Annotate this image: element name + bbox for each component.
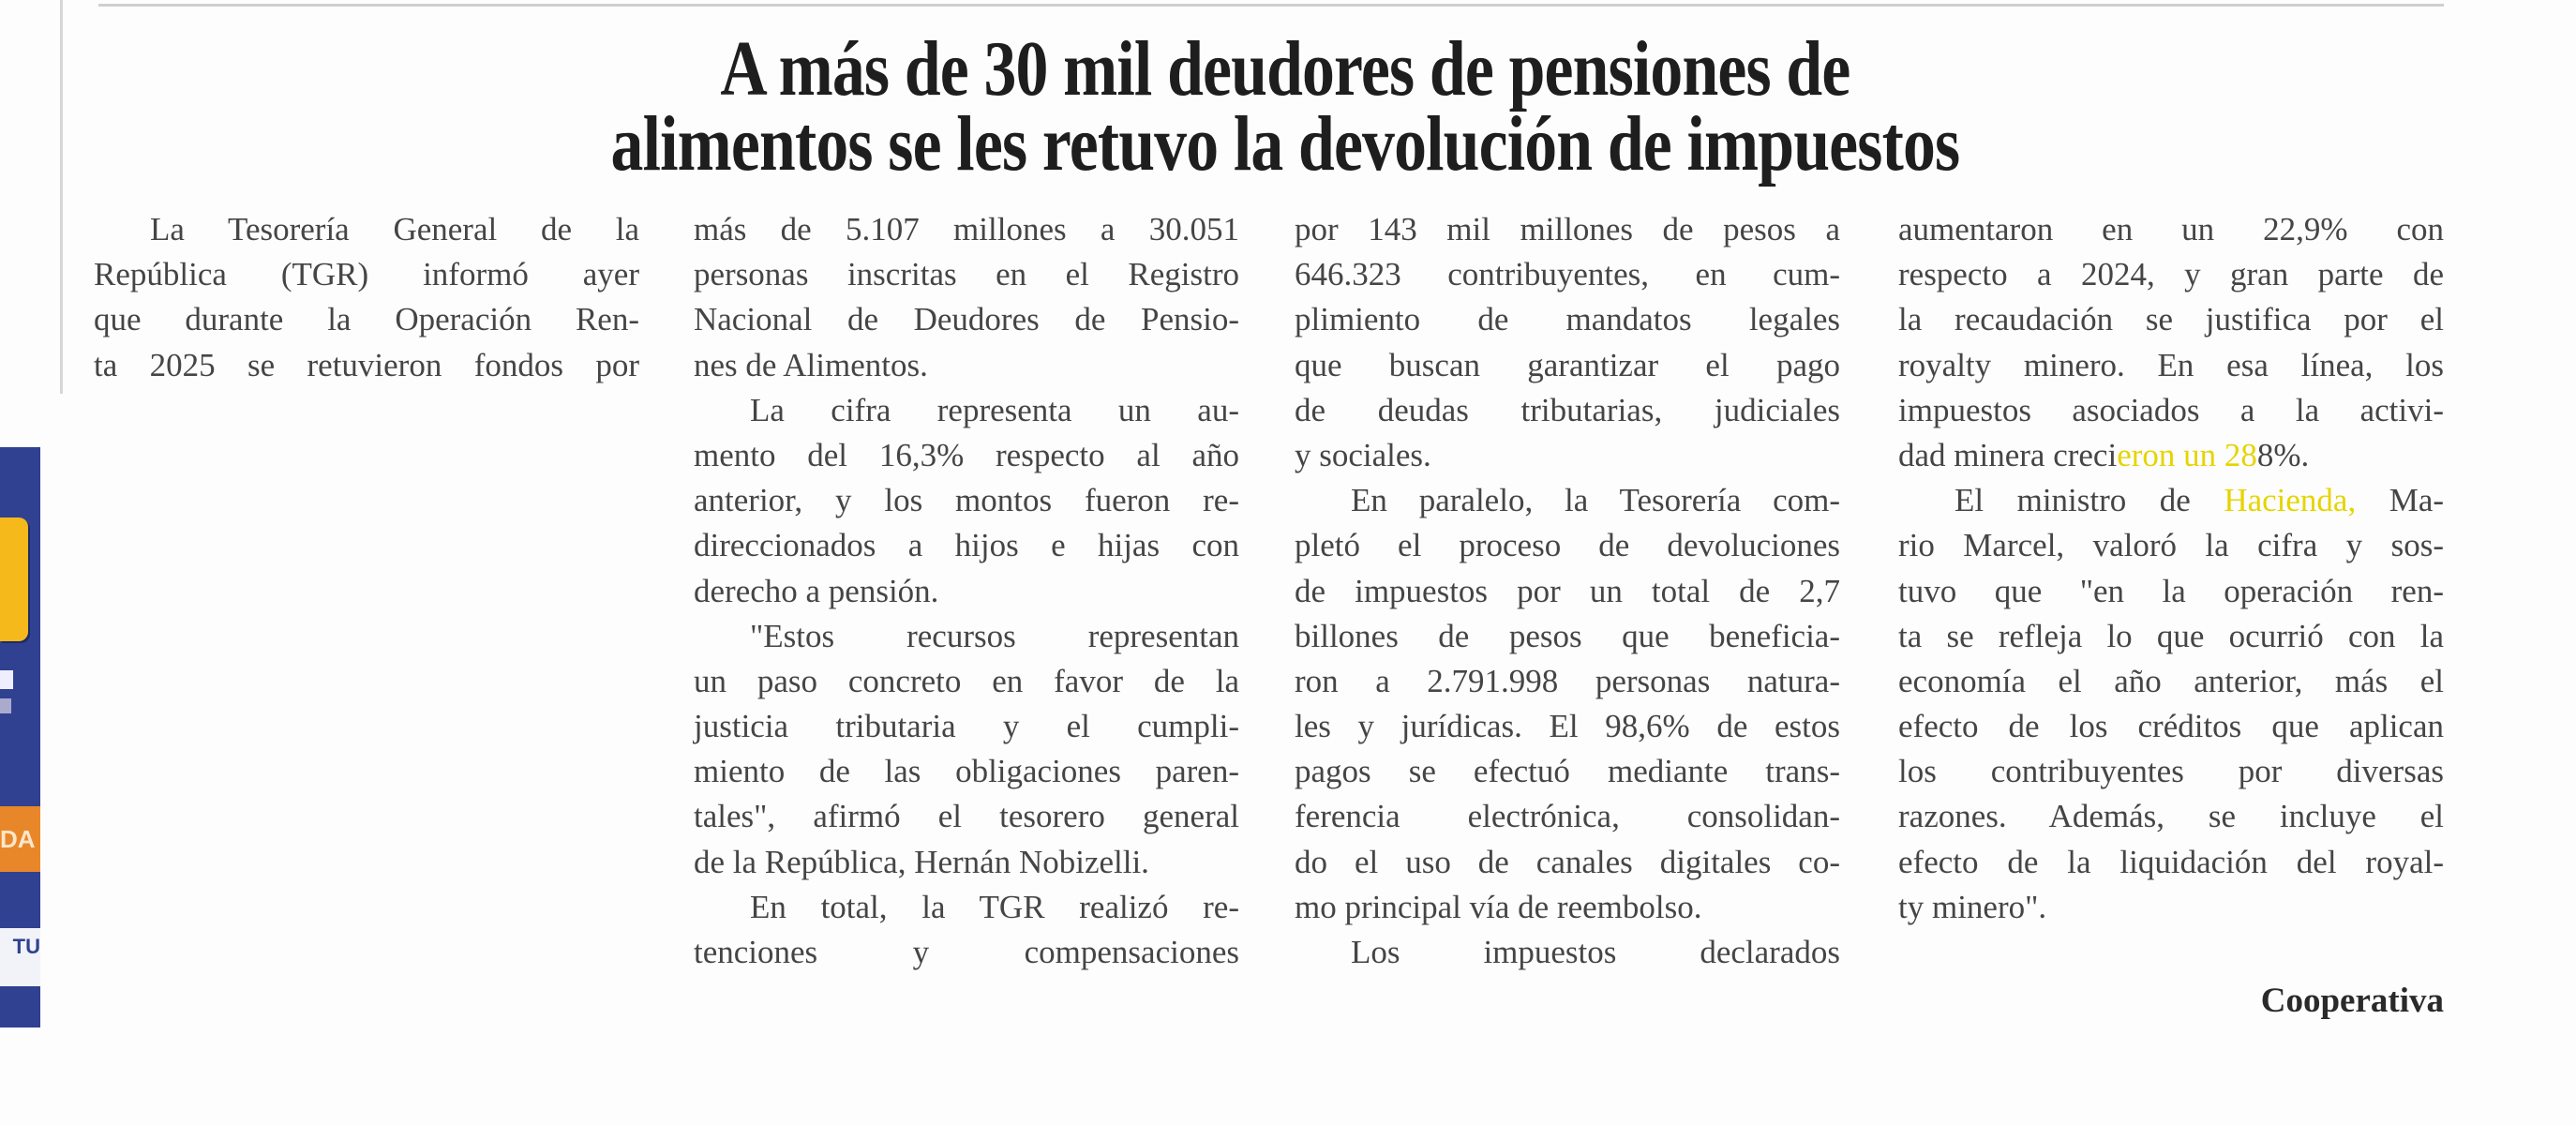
text-line: ferencia electrónica, consolidan- <box>1295 798 1840 835</box>
text-line: ron a 2.791.998 personas natura- <box>1295 662 1840 699</box>
text-line: ty minero". <box>1898 888 2047 925</box>
text-line: justicia tributaria y el cumpli- <box>694 708 1239 745</box>
text-line: efecto de los créditos que aplican <box>1898 708 2444 745</box>
text-line: tenciones y compensaciones <box>694 934 1239 970</box>
text-line: tales", afirmó el tesorero general <box>694 798 1239 835</box>
text-line: derecho a pensión. <box>694 572 939 609</box>
text-line: do el uso de canales digitales co- <box>1295 843 1840 880</box>
text-line: dad minera crecieron un 288%. <box>1898 433 2444 478</box>
headline: A más de 30 mil deudores de pensiones de… <box>0 25 2576 188</box>
column-divider <box>60 0 63 394</box>
text-line: pletó el proceso de devoluciones <box>1295 527 1840 564</box>
highlighted-text: Hacienda, <box>2224 482 2357 519</box>
ad-yellow-badge <box>0 518 28 641</box>
text-line: La Tesorería General de la <box>150 211 639 248</box>
text-line: "Estos recursos representan <box>750 617 1239 654</box>
text-line: direccionados a hijos e hijas con <box>694 527 1239 564</box>
ad-white-strip: TU <box>0 928 40 986</box>
text-line: que buscan garantizar el pago <box>1295 346 1840 383</box>
text-line: nes de Alimentos. <box>694 346 928 383</box>
text-line: Nacional de Deudores de Pensio- <box>694 301 1239 338</box>
article-column-3: por 143 mil millones de pesos a 646.323 c… <box>1295 207 1840 975</box>
text-line: miento de las obligaciones paren- <box>694 753 1239 790</box>
text-line: les y jurídicas. El 98,6% de estos <box>1295 708 1840 745</box>
top-rule <box>98 4 2444 7</box>
advertisement[interactable]: DA TU <box>0 447 40 1028</box>
text-line: ta se refleja lo que ocurrió con la <box>1898 617 2444 654</box>
text-line: rio Marcel, valoró la cifra y sos- <box>1898 527 2444 564</box>
text-segment: El ministro de <box>1954 482 2224 519</box>
article-column-1: La Tesorería General de la República (TGR… <box>94 207 639 388</box>
text-line: mo principal vía de reembolso. <box>1295 888 1702 925</box>
text-line: royalty minero. En esa línea, los <box>1898 346 2444 383</box>
text-segment: dad minera creci <box>1898 436 2118 473</box>
text-line: tuvo que "en la operación ren- <box>1898 572 2444 609</box>
text-line: ta 2025 se retuvieron fondos por <box>94 346 639 383</box>
text-line: los contribuyentes por diversas <box>1898 753 2444 790</box>
headline-line-2: alimentos se les retuvo la devolución de… <box>610 100 1961 188</box>
text-line: efecto de la liquidación del royal- <box>1898 843 2444 880</box>
text-line: pagos se efectuó mediante trans- <box>1295 753 1840 790</box>
highlighted-text: eron un 28 <box>2117 436 2257 473</box>
text-line: más de 5.107 millones a 30.051 <box>694 211 1239 248</box>
text-line: economía el año anterior, más el <box>1898 662 2444 699</box>
text-line: Los impuestos declarados <box>1351 934 1840 970</box>
text-segment: 8%. <box>2256 436 2310 473</box>
article-column-4: aumentaron en un 22,9% con respecto a 202… <box>1898 207 2444 930</box>
text-segment: Ma- <box>2356 482 2445 519</box>
text-line: En total, la TGR realizó re- <box>750 888 1239 925</box>
text-line: El ministro de Hacienda, Ma- <box>1898 478 2444 523</box>
text-line: La cifra representa un au- <box>750 391 1239 428</box>
article-column-2: más de 5.107 millones a 30.051 personas i… <box>694 207 1239 975</box>
text-line: aumentaron en un 22,9% con <box>1898 211 2444 248</box>
text-line: República (TGR) informó ayer <box>94 256 639 293</box>
text-line: 646.323 contribuyentes, en cum- <box>1295 256 1840 293</box>
text-line: un paso concreto en favor de la <box>694 662 1239 699</box>
text-line: respecto a 2024, y gran parte de <box>1898 256 2444 293</box>
ad-graphic <box>0 698 11 713</box>
ad-graphic <box>0 670 13 689</box>
text-line: billones de pesos que beneficia- <box>1295 617 1840 654</box>
text-line: anterior, y los montos fueron re- <box>694 482 1239 519</box>
text-line: y sociales. <box>1295 436 1431 473</box>
text-line: por 143 mil millones de pesos a <box>1295 211 1840 248</box>
text-line: mento del 16,3% respecto al año <box>694 436 1239 473</box>
text-line: la recaudación se justifica por el <box>1898 301 2444 338</box>
headline-line-1: A más de 30 mil deudores de pensiones de <box>720 25 1850 112</box>
text-line: de impuestos por un total de 2,7 <box>1295 572 1840 609</box>
text-line: personas inscritas en el Registro <box>694 256 1239 293</box>
text-line: En paralelo, la Tesorería com- <box>1351 482 1840 519</box>
text-line: razones. Además, se incluye el <box>1898 798 2444 835</box>
text-line: plimiento de mandatos legales <box>1295 301 1840 338</box>
ad-orange-banner: DA <box>0 806 40 872</box>
text-line: de la República, Hernán Nobizelli. <box>694 843 1149 880</box>
byline: Cooperativa <box>2260 982 2444 1020</box>
text-line: de deudas tributarias, judiciales <box>1295 391 1840 428</box>
text-line: impuestos asociados a la activi- <box>1898 391 2444 428</box>
text-line: que durante la Operación Ren- <box>94 301 639 338</box>
